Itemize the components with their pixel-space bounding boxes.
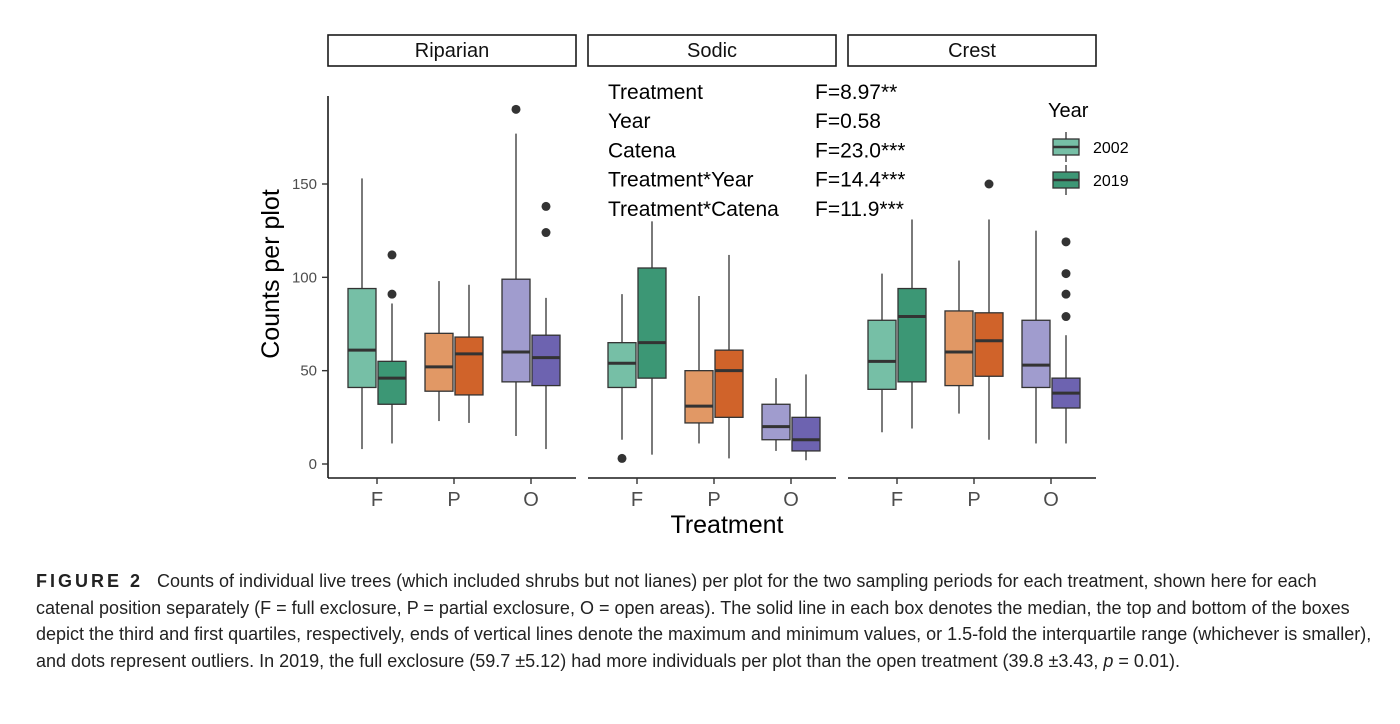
box-P-2019 xyxy=(974,179,1004,440)
box-body xyxy=(424,332,454,392)
outlier-point xyxy=(1061,312,1071,322)
stat-term: Treatment*Year xyxy=(608,169,754,192)
anova-stats: Treatment F=8.97** Year F=0.58 Catena F=23.0*… xyxy=(608,81,905,221)
x-tick-label: P xyxy=(707,489,720,511)
stat-value: F=23.0*** xyxy=(815,139,905,162)
panel-crest: Crest F P O xyxy=(847,34,1097,511)
box-body xyxy=(974,312,1004,377)
caption-text-end: = 0.01). xyxy=(1113,650,1180,671)
panel-riparian: Riparian F P O xyxy=(327,34,577,511)
box-F-2002 xyxy=(867,273,897,433)
y-axis-title: Counts per plot xyxy=(257,189,285,359)
panel-strip xyxy=(327,34,577,67)
outlier-point xyxy=(387,289,397,299)
stat-value: F=11.9*** xyxy=(815,198,904,221)
y-tick-label: 100 xyxy=(292,269,317,286)
outlier-point xyxy=(1061,269,1071,279)
box-P-2002 xyxy=(684,296,714,444)
panel-strip-label: Crest xyxy=(948,40,996,62)
outlier-point xyxy=(1061,237,1071,247)
box-F-2019 xyxy=(637,221,667,455)
outlier-point xyxy=(984,179,994,189)
box-body xyxy=(637,267,667,379)
stat-value: F=14.4*** xyxy=(815,169,905,192)
legend-key-2019: 2019 xyxy=(1052,165,1129,195)
y-tick-label: 150 xyxy=(292,176,317,193)
legend-key-2002: 2002 xyxy=(1052,132,1129,162)
box-body xyxy=(944,310,974,387)
stat-term: Year xyxy=(608,110,650,133)
box-F-2002 xyxy=(607,294,637,463)
box-O-2002 xyxy=(761,378,791,451)
legend-title: Year xyxy=(1048,100,1089,122)
box-F-2002 xyxy=(347,178,377,450)
panel-strip-label: Riparian xyxy=(415,40,489,62)
box-O-2002 xyxy=(501,104,531,436)
outlier-point xyxy=(387,250,397,260)
legend-label: 2002 xyxy=(1093,140,1129,157)
stat-term: Treatment xyxy=(608,81,703,104)
box-O-2019 xyxy=(1051,237,1081,444)
box-F-2019 xyxy=(897,219,927,429)
caption-label: FIGURE 2 xyxy=(36,571,144,591)
panel-strip xyxy=(587,34,837,67)
stat-term: Catena xyxy=(608,139,676,162)
stat-value: F=0.58 xyxy=(815,110,881,133)
box-body xyxy=(684,370,714,424)
x-tick-label: O xyxy=(783,489,799,511)
box-body xyxy=(501,278,531,383)
box-body xyxy=(607,342,637,389)
x-tick-label: O xyxy=(523,489,539,511)
x-tick-label: P xyxy=(967,489,980,511)
outlier-point xyxy=(617,453,627,463)
x-tick-label: F xyxy=(371,489,383,511)
panel-strip-label: Sodic xyxy=(687,40,737,62)
y-axis: 0 50 100 150 xyxy=(292,96,329,478)
box-P-2002 xyxy=(424,281,454,422)
box-body xyxy=(377,360,407,405)
box-O-2002 xyxy=(1021,230,1051,444)
box-body xyxy=(761,403,791,441)
outlier-point xyxy=(541,201,551,211)
x-tick-label: O xyxy=(1043,489,1059,511)
outlier-point xyxy=(541,228,551,238)
y-tick-label: 0 xyxy=(309,456,317,473)
box-body xyxy=(714,349,744,418)
outlier-point xyxy=(1061,289,1071,299)
box-body xyxy=(454,336,484,396)
figure-caption: FIGURE 2 Counts of individual live trees … xyxy=(36,568,1372,674)
box-body xyxy=(791,416,821,452)
panels-layer: Riparian F P O Sodic F P O Crest F P O xyxy=(327,34,1097,511)
stat-term: Treatment*Catena xyxy=(608,198,779,221)
x-tick-label: F xyxy=(631,489,643,511)
box-body xyxy=(897,287,927,383)
box-P-2019 xyxy=(714,254,744,459)
panel-strip xyxy=(847,34,1097,67)
legend-label: 2019 xyxy=(1093,173,1129,190)
boxplot-figure: Riparian F P O Sodic F P O Crest F P O 0 50 100 150 Co… xyxy=(257,34,1129,539)
box-P-2019 xyxy=(454,284,484,423)
x-tick-label: F xyxy=(891,489,903,511)
y-tick-label: 50 xyxy=(300,363,317,380)
x-axis-title: Treatment xyxy=(670,511,783,539)
panel-sodic: Sodic F P O xyxy=(587,34,837,511)
caption-text: Counts of individual live trees (which i… xyxy=(36,571,1372,671)
box-body xyxy=(531,334,561,387)
box-body xyxy=(867,319,897,390)
box-P-2002 xyxy=(944,260,974,414)
box-F-2019 xyxy=(377,250,407,444)
stat-value: F=8.97** xyxy=(815,81,897,104)
x-tick-label: P xyxy=(447,489,460,511)
box-O-2019 xyxy=(791,374,821,461)
box-O-2019 xyxy=(531,201,561,450)
caption-p-symbol: p xyxy=(1103,650,1114,671)
legend: Year 2002 2019 xyxy=(1048,100,1129,195)
outlier-point xyxy=(511,104,521,114)
box-body xyxy=(1021,319,1051,389)
box-body xyxy=(347,287,377,389)
